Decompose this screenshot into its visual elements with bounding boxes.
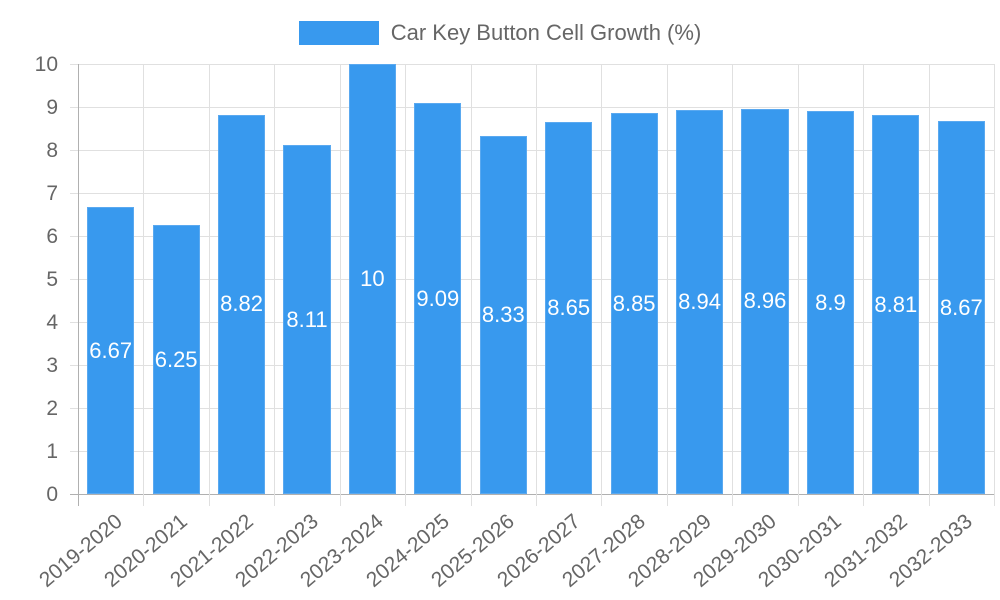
bar[interactable] bbox=[545, 122, 593, 494]
bar[interactable] bbox=[872, 115, 920, 494]
y-tick-label: 7 bbox=[46, 181, 58, 205]
y-tick-label: 2 bbox=[46, 396, 58, 420]
bar-value-label: 8.96 bbox=[743, 288, 787, 314]
bar-value-label: 8.81 bbox=[874, 291, 918, 317]
y-tick-label: 0 bbox=[46, 482, 58, 506]
bar-value-label: 8.85 bbox=[612, 290, 656, 316]
bar-value-label: 10 bbox=[360, 266, 385, 291]
y-tick-label: 1 bbox=[46, 439, 58, 463]
y-tick-label: 5 bbox=[46, 267, 58, 291]
bar[interactable] bbox=[414, 103, 462, 494]
legend-swatch bbox=[298, 21, 379, 45]
bar[interactable] bbox=[218, 114, 266, 494]
y-tick-label: 3 bbox=[46, 353, 58, 377]
bar-value-label: 8.82 bbox=[220, 291, 263, 317]
bar-value-label: 8.9 bbox=[815, 289, 846, 315]
bar-value-label: 8.94 bbox=[678, 288, 721, 314]
bar-value-label: 8.11 bbox=[286, 306, 328, 332]
y-tick-label: 6 bbox=[46, 224, 58, 248]
y-tick-label: 10 bbox=[34, 52, 58, 76]
y-tick-label: 4 bbox=[46, 310, 58, 334]
bar[interactable] bbox=[937, 121, 985, 494]
bar-value-label: 8.33 bbox=[481, 301, 525, 327]
bar-value-label: 8.67 bbox=[939, 294, 983, 320]
bar-value-label: 6.67 bbox=[89, 337, 133, 363]
chart-legend[interactable]: Car Key Button Cell Growth (%) bbox=[0, 18, 1000, 48]
bar-value-label: 9.09 bbox=[416, 285, 460, 311]
legend-label: Car Key Button Cell Growth (%) bbox=[390, 20, 702, 45]
bar[interactable] bbox=[676, 109, 724, 494]
bar[interactable] bbox=[741, 108, 789, 494]
bar[interactable] bbox=[610, 113, 658, 494]
bar[interactable] bbox=[479, 135, 527, 494]
bar[interactable] bbox=[806, 111, 854, 494]
bar[interactable] bbox=[87, 207, 135, 494]
bar[interactable] bbox=[348, 64, 396, 494]
bar-value-label: 6.25 bbox=[154, 346, 198, 372]
bar[interactable] bbox=[283, 145, 331, 494]
y-tick-label: 8 bbox=[46, 138, 58, 162]
bar-value-label: 8.65 bbox=[547, 295, 591, 321]
bar[interactable] bbox=[152, 225, 200, 494]
y-tick-label: 9 bbox=[46, 95, 58, 119]
